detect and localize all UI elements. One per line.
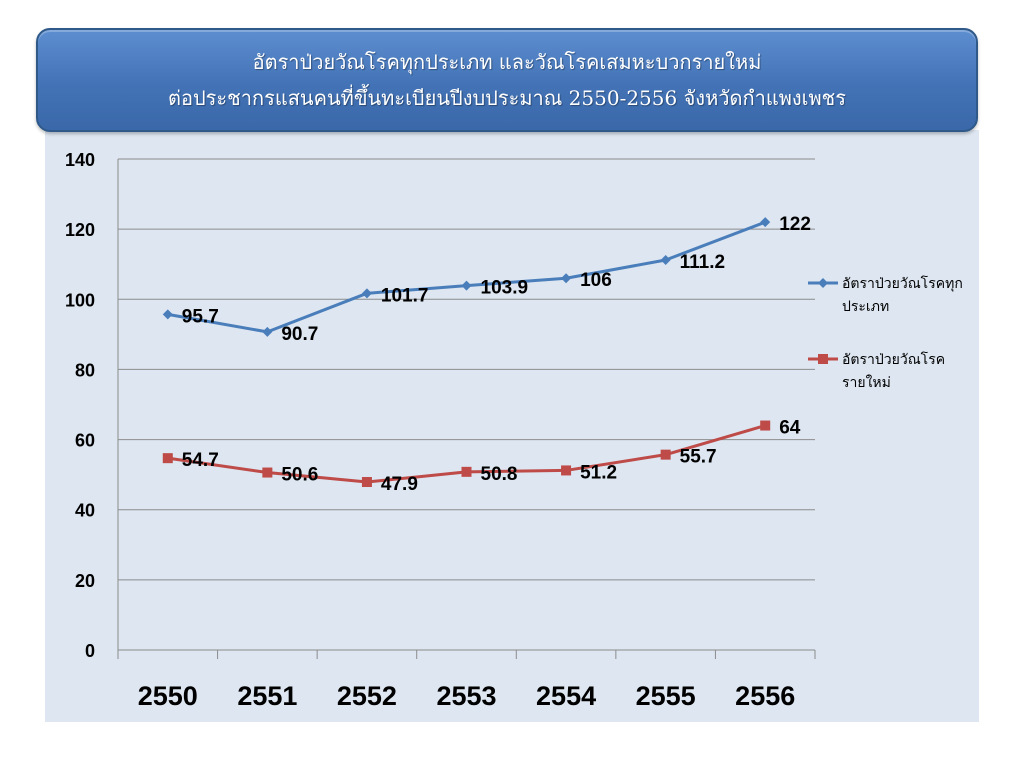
data-point — [461, 280, 472, 291]
data-label: 64 — [779, 418, 801, 439]
y-tick-label: 140 — [65, 150, 95, 170]
y-tick-label: 100 — [65, 290, 95, 310]
x-tick-label: 2551 — [237, 681, 297, 711]
data-label: 50.8 — [481, 464, 518, 485]
x-tick-label: 2556 — [735, 681, 795, 711]
data-point — [660, 449, 671, 460]
legend-marker — [818, 354, 828, 364]
series-line-1 — [167, 220, 766, 334]
y-tick-label: 80 — [75, 360, 95, 380]
data-point — [162, 453, 173, 464]
data-label: 51.2 — [580, 462, 617, 483]
data-point — [262, 326, 273, 337]
legend-label: ประเภท — [842, 299, 889, 315]
data-label: 54.7 — [182, 450, 219, 471]
data-label: 101.7 — [381, 285, 429, 306]
y-tick-label: 40 — [75, 501, 95, 521]
data-label: 55.7 — [680, 447, 717, 468]
x-tick-label: 2553 — [436, 681, 496, 711]
data-label: 106 — [580, 270, 612, 291]
y-tick-label: 120 — [65, 220, 95, 240]
data-label: 47.9 — [381, 474, 418, 495]
data-label: 122 — [779, 214, 811, 235]
data-point — [361, 288, 372, 299]
x-tick-label: 2554 — [536, 681, 596, 711]
legend-label: อัตราป่วยวัณโรคทุก — [842, 275, 963, 292]
y-tick-label: 0 — [85, 641, 95, 661]
data-point — [760, 420, 771, 431]
y-tick-label: 20 — [75, 571, 95, 591]
data-point — [262, 467, 273, 478]
data-label: 111.2 — [680, 252, 725, 273]
chart-title-line-2: ต่อประชากรแสนคนที่ขึ้นทะเบียนปีงบประมาณ … — [167, 86, 846, 110]
data-label: 50.6 — [281, 465, 318, 486]
data-point — [361, 477, 372, 488]
chart-title-line-1: อัตราป่วยวัณโรคทุกประเภท และวัณโรคเสมหะบ… — [252, 50, 762, 74]
data-point — [461, 466, 472, 477]
y-tick-label: 60 — [75, 431, 95, 451]
data-point — [760, 217, 771, 228]
x-tick-label: 2550 — [138, 681, 198, 711]
data-point — [561, 273, 572, 284]
legend-label: อัตราป่วยวัณโรค — [842, 351, 945, 368]
data-label: 95.7 — [182, 306, 219, 327]
x-tick-label: 2555 — [636, 681, 696, 711]
data-point — [561, 465, 572, 476]
legend-label: รายใหม่ — [842, 374, 891, 391]
data-label: 90.7 — [281, 324, 318, 345]
legend-marker — [818, 278, 828, 288]
x-tick-label: 2552 — [337, 681, 397, 711]
chart-title-banner: อัตราป่วยวัณโรคทุกประเภท และวัณโรคเสมหะบ… — [36, 28, 978, 132]
data-point — [660, 255, 671, 266]
data-point — [162, 309, 173, 320]
data-label: 103.9 — [481, 278, 529, 299]
